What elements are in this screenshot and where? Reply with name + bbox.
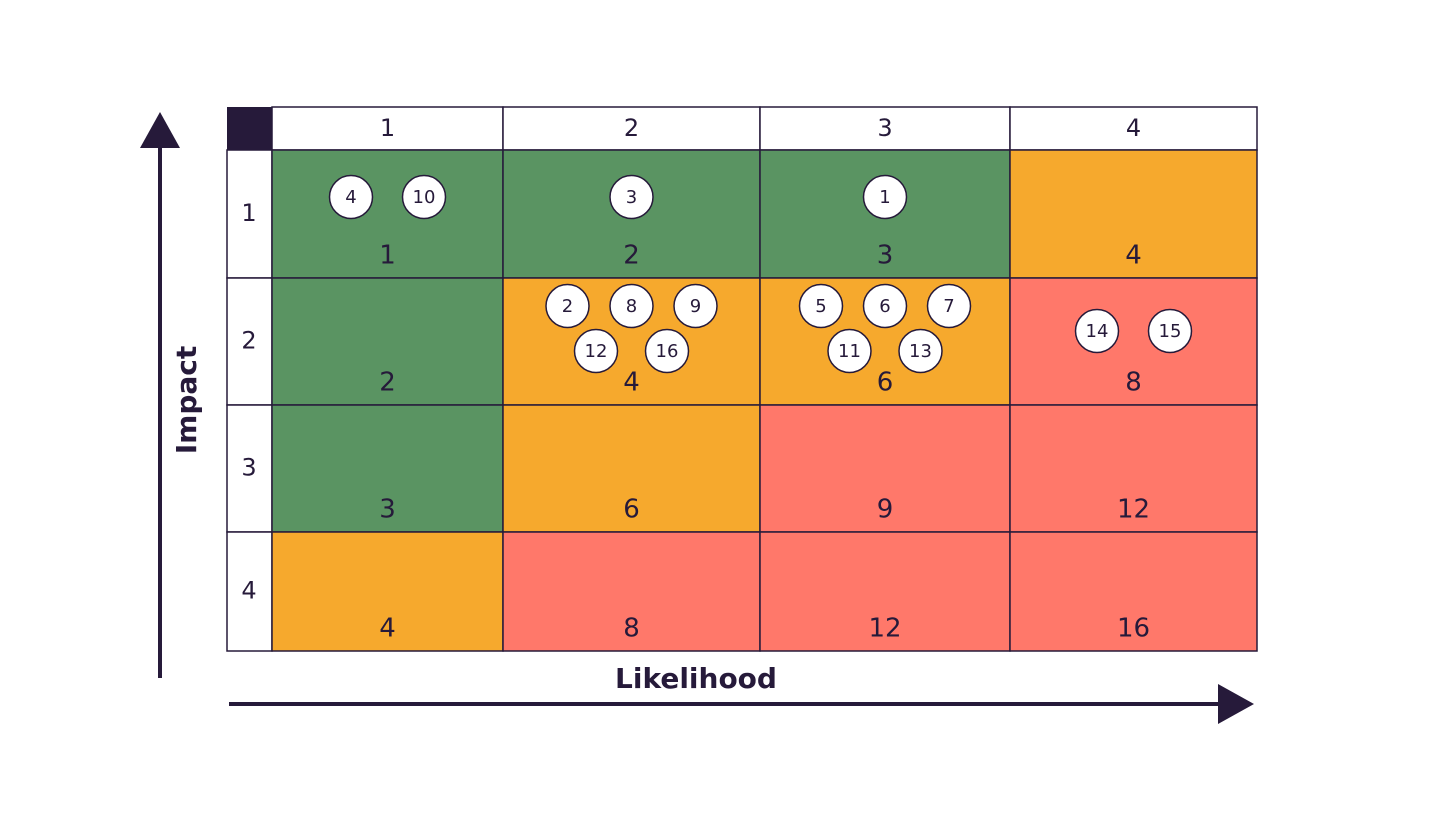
risk-marker-label: 2 — [562, 296, 573, 317]
risk-marker — [609, 283, 654, 329]
cell-score: 3 — [379, 495, 396, 525]
risk-marker-label: 14 — [1086, 321, 1109, 342]
risk-marker-label: 16 — [656, 341, 679, 362]
risk-marker-label: 12 — [585, 341, 608, 362]
cell — [1009, 404, 1258, 533]
risk-marker-label: 7 — [943, 296, 954, 317]
risk-marker-label: 1 — [879, 187, 890, 208]
column-header-cell — [271, 106, 504, 151]
risk-marker-label: 11 — [838, 341, 861, 362]
column-header: 4 — [1126, 114, 1141, 142]
column-header-cell — [759, 106, 1011, 151]
risk-marker — [609, 174, 654, 220]
risk-marker — [798, 283, 844, 329]
risk-marker-label: 3 — [626, 187, 637, 208]
row-header: 3 — [241, 454, 256, 482]
cell-score: 6 — [623, 495, 640, 525]
row-header-cell — [226, 277, 273, 406]
risk-marker-label: 13 — [909, 341, 932, 362]
risk-marker-label: 5 — [815, 296, 826, 317]
y-arrow-head — [140, 112, 180, 148]
column-header: 2 — [624, 114, 639, 142]
risk-marker — [673, 283, 718, 329]
cell — [271, 531, 504, 652]
cell-score: 4 — [1125, 241, 1142, 271]
cell — [1009, 531, 1258, 652]
risk-marker — [644, 328, 690, 374]
cell-score: 3 — [877, 241, 894, 271]
risk-marker-label: 8 — [626, 296, 637, 317]
corner — [227, 107, 272, 150]
cell-score: 4 — [379, 614, 396, 644]
cell-score: 8 — [623, 614, 640, 644]
cell — [1009, 149, 1258, 279]
risk-marker — [862, 283, 908, 329]
column-header: 1 — [380, 114, 395, 142]
row-header-cell — [226, 531, 273, 652]
cell — [502, 404, 761, 533]
cell-score: 2 — [623, 241, 640, 271]
cell-score: 6 — [877, 368, 894, 398]
cell-score: 12 — [1117, 495, 1150, 525]
cell — [1009, 277, 1258, 406]
cell-score: 9 — [877, 495, 894, 525]
risk-marker — [898, 328, 943, 374]
risk-marker-label: 15 — [1159, 321, 1182, 342]
column-header: 3 — [877, 114, 892, 142]
cell-score: 4 — [623, 368, 640, 398]
risk-marker — [328, 174, 374, 220]
risk-marker — [545, 283, 590, 329]
y-axis-label: Impact — [170, 346, 203, 455]
row-header: 1 — [241, 199, 256, 227]
cell-score: 8 — [1125, 368, 1142, 398]
cell — [502, 531, 761, 652]
risk-marker-label: 4 — [345, 187, 356, 208]
risk-marker-label: 10 — [413, 187, 436, 208]
cell-score: 2 — [379, 368, 396, 398]
risk-marker — [401, 174, 447, 220]
cell — [759, 531, 1011, 652]
risk-marker — [1147, 308, 1193, 354]
risk-marker — [862, 174, 908, 220]
cell-score: 1 — [379, 241, 396, 271]
cell-score: 16 — [1117, 614, 1150, 644]
cell-score: 12 — [868, 614, 901, 644]
risk-marker-label: 6 — [879, 296, 890, 317]
risk-marker — [926, 283, 972, 329]
column-header-cell — [1009, 106, 1258, 151]
x-arrow-head — [1218, 684, 1254, 724]
x-axis-label: Likelihood — [615, 662, 777, 695]
row-header-cell — [226, 404, 273, 533]
risk-marker — [827, 328, 872, 374]
row-header: 2 — [241, 327, 256, 355]
risk-marker-label: 9 — [690, 296, 701, 317]
column-header-cell — [502, 106, 761, 151]
row-header: 4 — [241, 577, 256, 605]
risk-marker — [1074, 308, 1120, 354]
cell — [271, 149, 504, 279]
risk-marker — [573, 328, 619, 374]
